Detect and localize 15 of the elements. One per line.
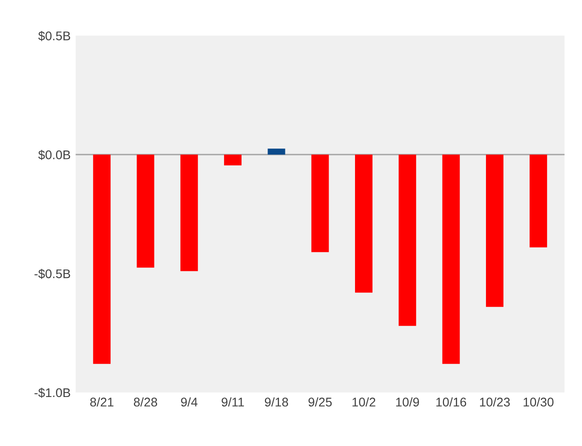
x-tick-label: 10/16 [436, 397, 466, 407]
x-tick-label: 8/21 [90, 397, 114, 407]
x-tick-label: 9/18 [264, 397, 288, 407]
x-tick-label: 10/23 [480, 397, 510, 407]
x-tick-label: 9/25 [308, 397, 332, 407]
x-tick-label: 10/2 [352, 397, 376, 407]
x-tick-label: 10/9 [396, 397, 419, 407]
x-tick-label: 9/11 [222, 397, 244, 407]
x-tick-label: 8/28 [134, 397, 158, 407]
y-tick-label: $0.0B [38, 150, 70, 160]
y-tick-label: -$0.5B [34, 268, 70, 279]
x-tick-label: 9/4 [181, 397, 198, 407]
y-tick-label: -$1.0B [34, 388, 70, 398]
x-tick-label: 10/30 [524, 397, 554, 407]
y-tick-label: $0.5B [38, 30, 70, 42]
